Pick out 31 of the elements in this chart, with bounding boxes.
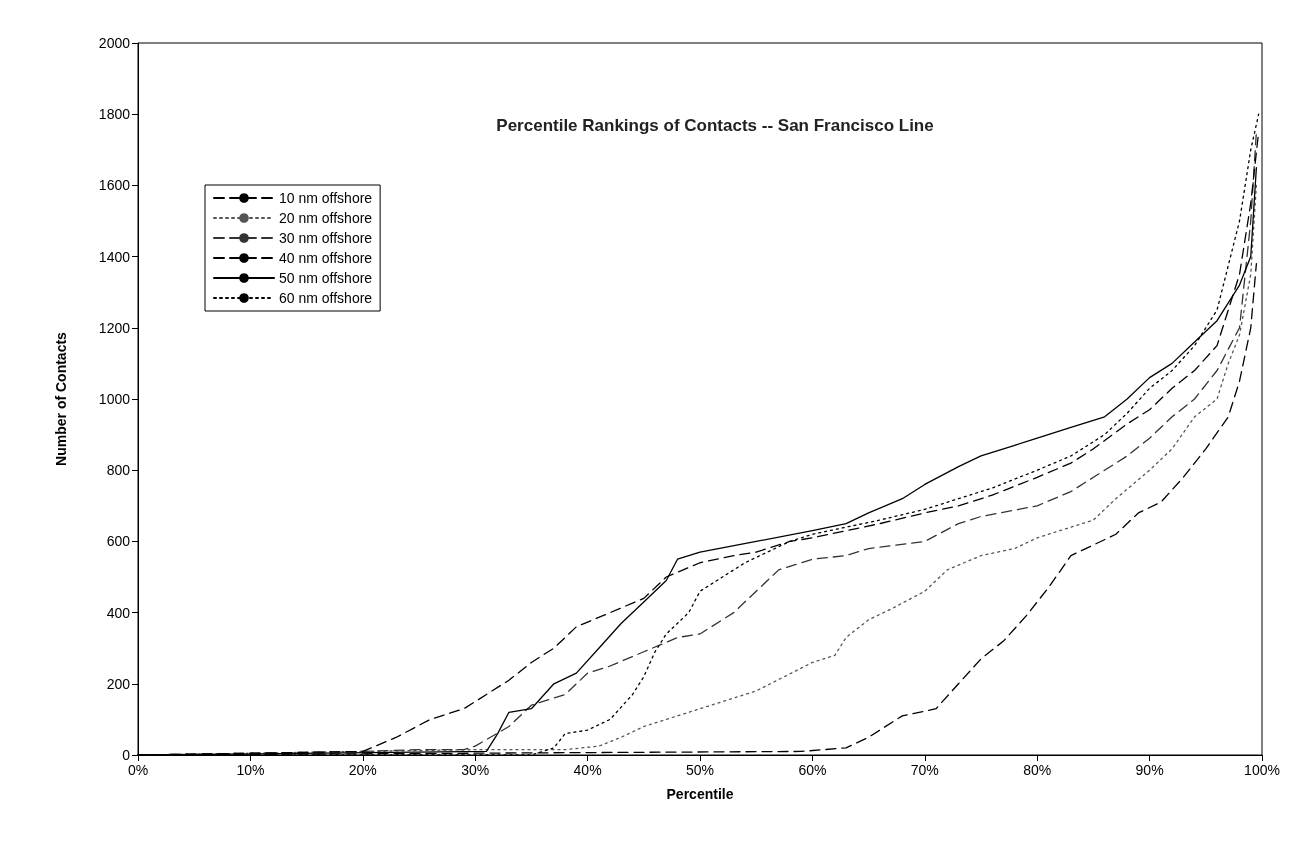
y-tick-label: 800 [106, 462, 131, 479]
legend-label: 20 nm offshore [279, 210, 373, 226]
legend-label: 60 nm offshore [279, 290, 373, 306]
y-tick-label: 1800 [98, 106, 131, 123]
text: Percentile Rankings of Contacts -- San Francisco Line [496, 116, 934, 135]
y-tick-label: 1200 [98, 319, 131, 336]
x-tick-label: 60% [798, 762, 827, 778]
y-tick-label: 200 [106, 675, 131, 692]
y-axis-title: Number of Contacts [53, 331, 69, 466]
legend-label: 10 nm offshore [279, 190, 373, 206]
x-tick-label: 90% [1135, 762, 1164, 778]
y-tick-label: 2000 [98, 35, 131, 51]
x-tick-label: 40% [573, 762, 602, 778]
x-tick-label: 80% [1023, 762, 1052, 778]
x-tick-label: 50% [685, 762, 715, 778]
y-tick-label: 1000 [98, 391, 131, 407]
legend-label: 30 nm offshore [279, 230, 373, 246]
y-tick-label: 1400 [98, 248, 131, 265]
y-tick-label: 600 [106, 533, 131, 550]
x-tick-label: 30% [461, 762, 490, 778]
x-tick-label: 70% [910, 762, 939, 778]
y-tick-label: 400 [106, 604, 131, 621]
x-tick-label: 100% [1244, 762, 1280, 778]
x-axis-title: Percentile [666, 786, 734, 802]
legend-label: 40 nm offshore [279, 250, 373, 266]
x-tick-label: 10% [236, 762, 265, 778]
y-tick-label: 1600 [98, 177, 131, 194]
legend-label: 50 nm offshore [279, 270, 373, 286]
x-tick-label: 20% [348, 762, 377, 778]
x-tick-label: 0% [127, 762, 149, 778]
y-tick-label: 0 [122, 747, 131, 763]
